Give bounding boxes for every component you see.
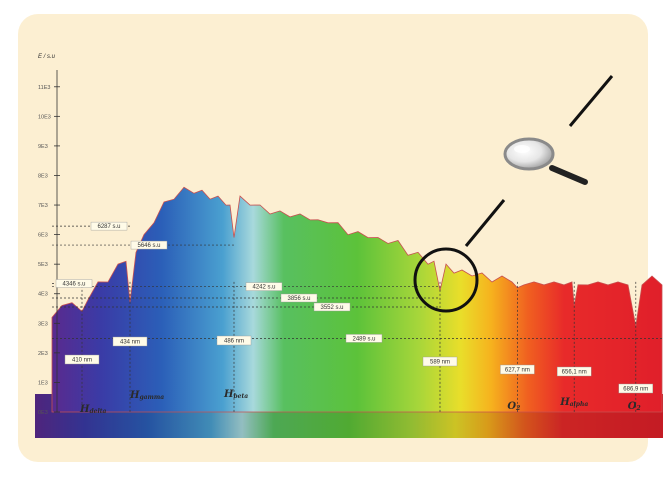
intensity-label-box xyxy=(55,279,93,288)
wavelength-marker-lines xyxy=(81,281,637,412)
wavelength-label-box xyxy=(618,383,653,394)
intensity-label: 3856 s.u xyxy=(287,296,310,302)
y-tick-label: 3E3 xyxy=(38,321,48,327)
intensity-label-box xyxy=(280,293,318,303)
y-tick-label: 9E3 xyxy=(38,144,48,150)
line-name: O2 xyxy=(507,401,520,412)
highlight-circle xyxy=(413,247,479,313)
y-axis-ticks: 0E3 1E3 2E3 3E3 4E3 5E3 6E3 7E3 8E3 9E3 10E3 11E3 xyxy=(38,85,60,416)
wavelength-label-box xyxy=(112,336,148,347)
y-tick-label: 0E3 xyxy=(38,410,48,416)
y-tick-label: 8E3 xyxy=(38,173,48,179)
intensity-label: 6287 s.u xyxy=(97,224,120,230)
intensity-label: 4346 s.u xyxy=(62,282,85,288)
intensity-label: 5646 s.u xyxy=(137,243,160,249)
wavelength-label: 434 nm xyxy=(120,340,140,346)
line-name: Halpha xyxy=(559,397,588,408)
intensity-label: 2489 s.u xyxy=(352,336,375,342)
intensity-label: 3552 s.u xyxy=(320,305,343,311)
intensity-labels: 6287 s.u 5646 s.u 4242 s.u 4346 s.u 3856 s.u… xyxy=(55,221,383,343)
intensity-label-box xyxy=(130,240,168,250)
pointer-line-upper xyxy=(568,75,614,127)
wavelength-label: 589 nm xyxy=(430,360,450,366)
intensity-label-box xyxy=(313,302,351,312)
intensity-label: 4242 s.u xyxy=(252,285,275,291)
wavelength-labels: 410 nm 434 nm 486 nm 589 nm 627,7 nm 656,1 nm… xyxy=(64,335,653,394)
wavelength-label-box xyxy=(422,356,458,367)
y-tick-label: 1E3 xyxy=(38,380,48,386)
y-tick-label: 4E3 xyxy=(38,292,48,298)
wavelength-label: 627,7 nm xyxy=(505,368,530,374)
pointer-line-lower xyxy=(464,199,506,247)
intensity-label-box xyxy=(90,221,128,231)
wavelength-label-box xyxy=(557,366,592,377)
spectrum-area xyxy=(51,186,663,413)
y-tick-label: 7E3 xyxy=(38,203,48,209)
wavelength-label: 686,9 nm xyxy=(623,387,648,393)
wavelength-label: 486 nm xyxy=(224,339,244,345)
magnifier-icon xyxy=(503,137,588,185)
line-name: Hdelta xyxy=(79,404,107,415)
y-tick-label: 11E3 xyxy=(38,85,50,91)
line-name: O2 xyxy=(628,401,641,412)
y-axis-label: E / s.u xyxy=(38,54,56,60)
intensity-label-box xyxy=(245,282,283,291)
wavelength-label: 410 nm xyxy=(72,358,92,364)
wavelength-label-box xyxy=(500,364,535,375)
line-names: Hdelta Hgamma Hbeta O2 Halpha O2 xyxy=(79,389,641,415)
y-tick-label: 10E3 xyxy=(38,114,51,120)
y-tick-label: 5E3 xyxy=(38,262,48,268)
line-name: Hbeta xyxy=(223,389,248,400)
y-tick-label: 2E3 xyxy=(38,351,48,357)
y-tick-label: 6E3 xyxy=(38,233,48,239)
line-name: Hgamma xyxy=(129,390,164,401)
intensity-label-box xyxy=(345,334,383,343)
wavelength-label-box xyxy=(64,354,100,365)
wavelength-label-box xyxy=(216,335,252,346)
wavelength-label: 656,1 nm xyxy=(562,370,587,376)
